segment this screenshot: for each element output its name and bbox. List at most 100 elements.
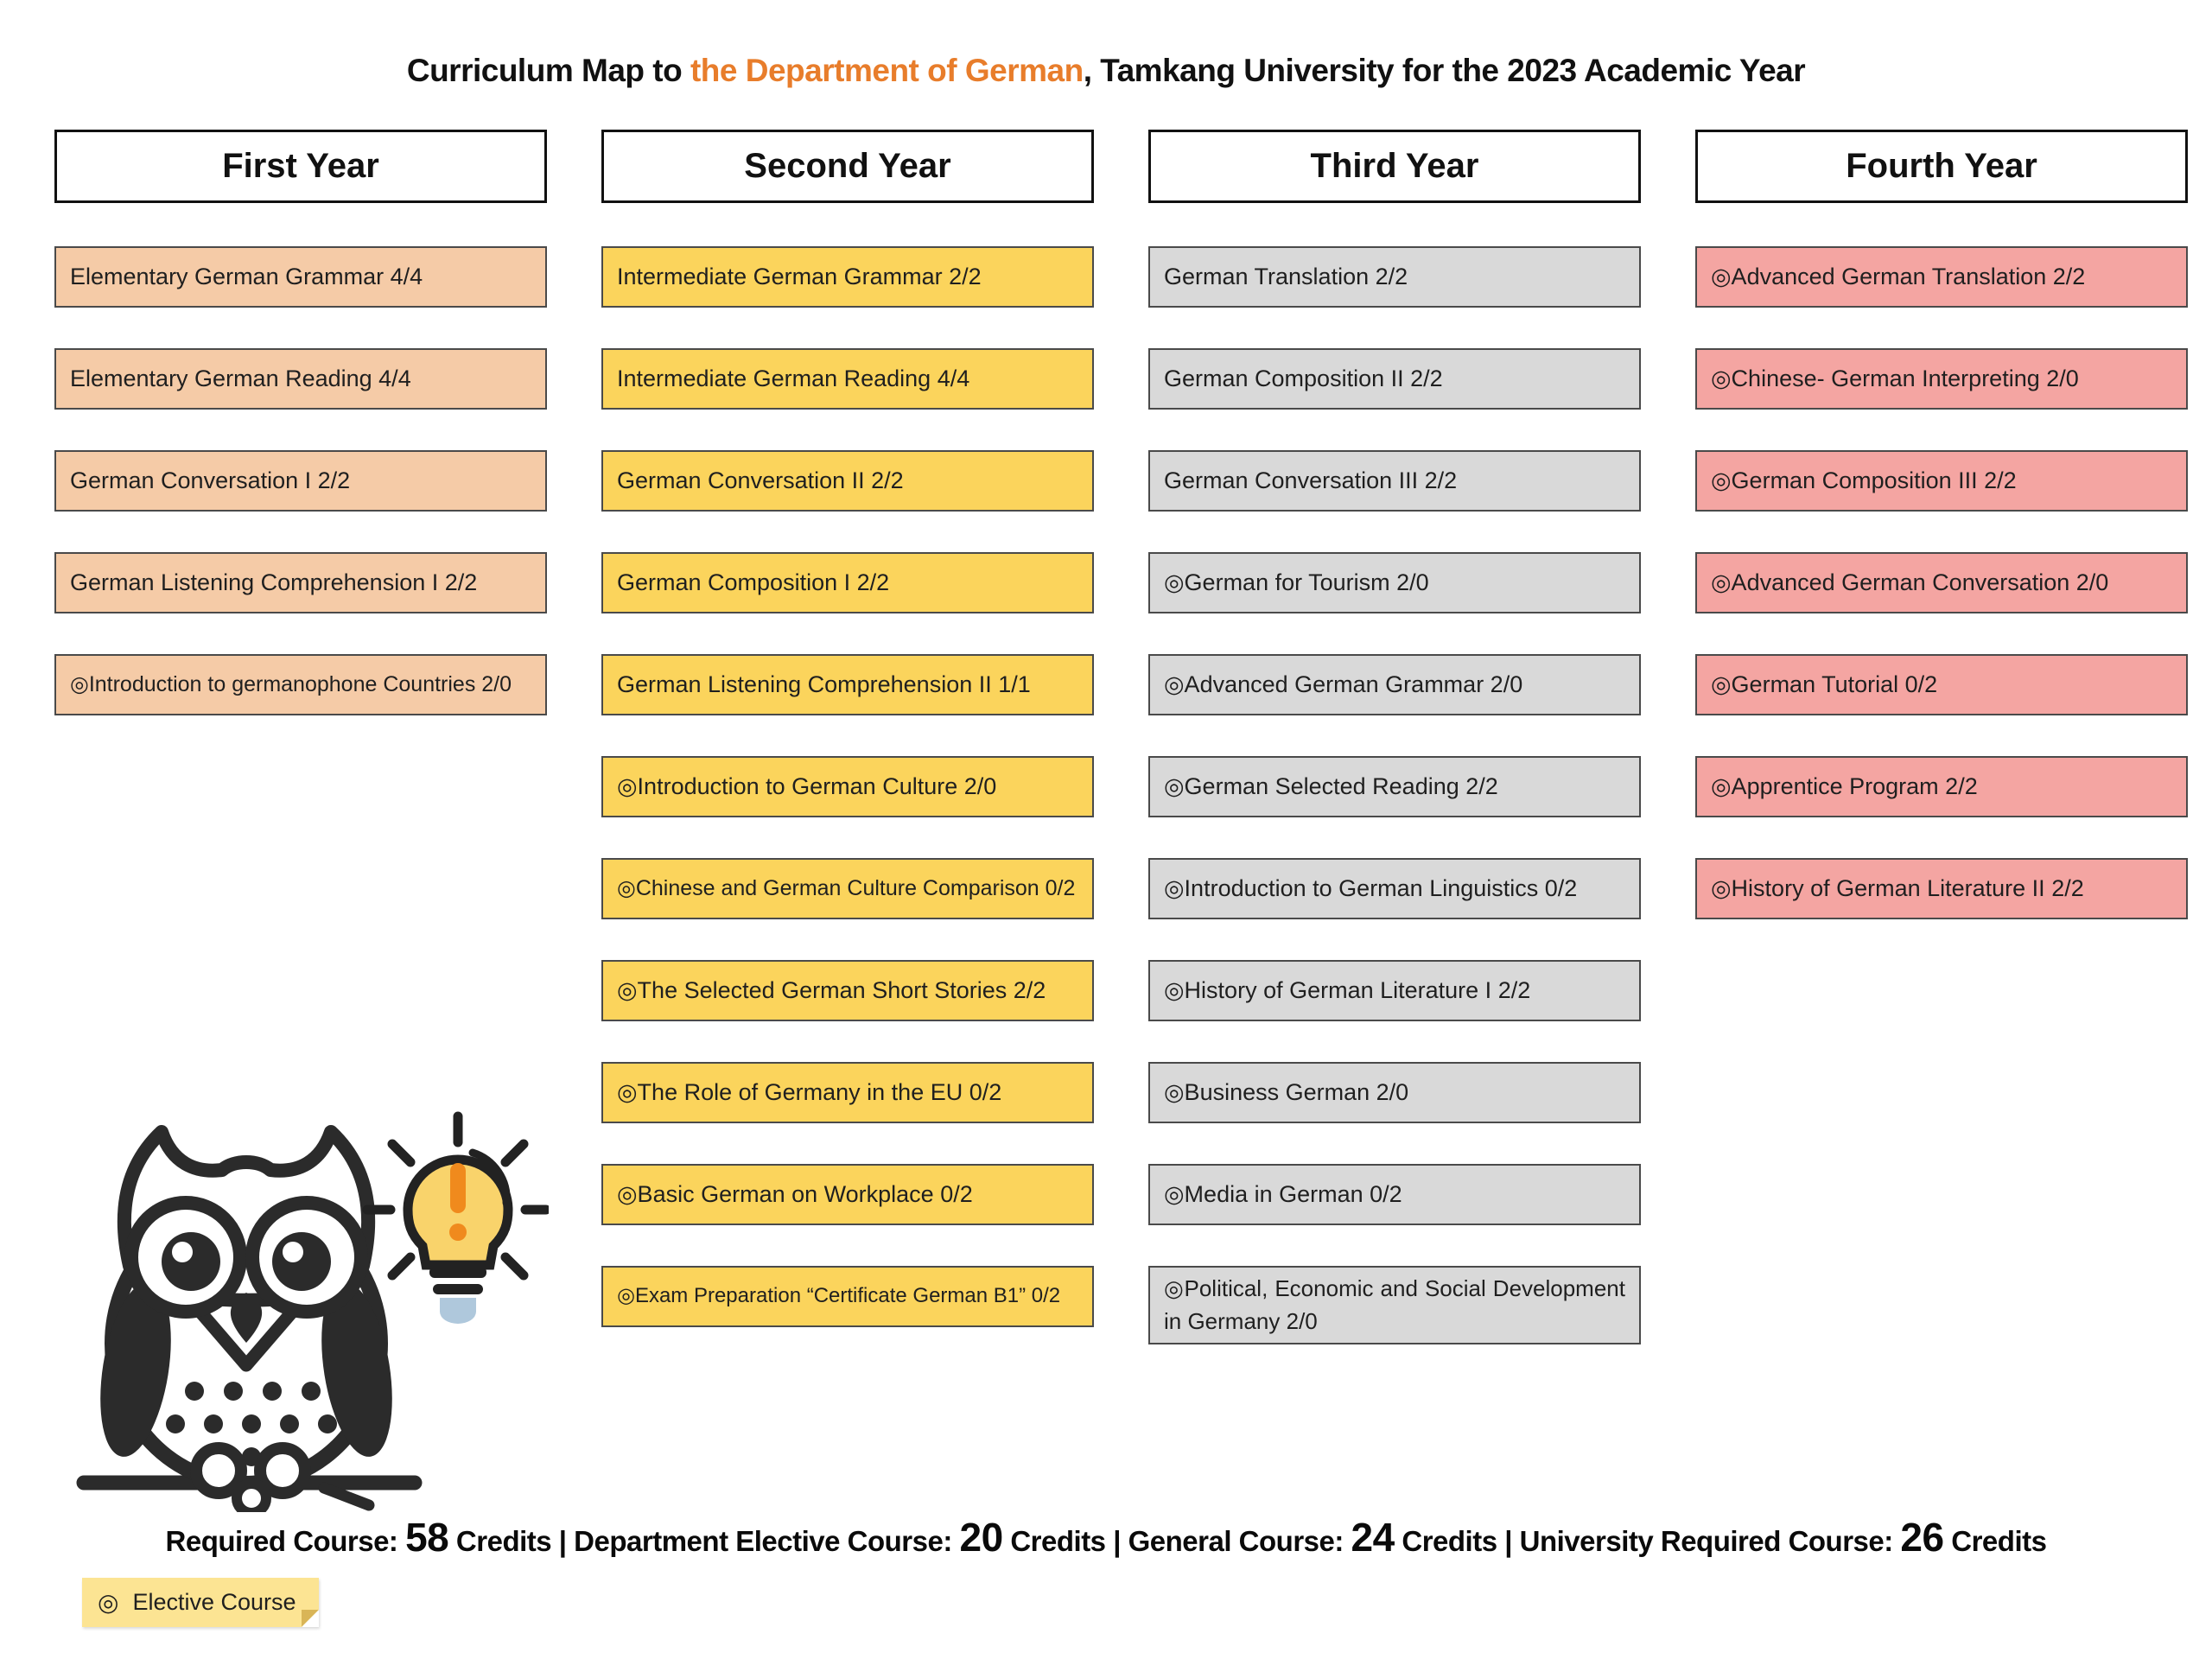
course-label: Elementary German Grammar 4/4 <box>70 263 423 289</box>
column-first-year: First Year Elementary German Grammar 4/4… <box>54 130 547 1344</box>
credit-text: Credits | General Course: <box>1002 1525 1351 1557</box>
course-label: ◎German for Tourism 2/0 <box>1164 569 1429 595</box>
course-label: German Composition I 2/2 <box>617 569 890 595</box>
course-box: German Translation 2/2 <box>1148 246 1641 308</box>
course-box: ◎Advanced German Translation 2/2 <box>1695 246 2188 308</box>
course-box: ◎Introduction to German Culture 2/0 <box>601 756 1094 817</box>
title-prefix: Curriculum Map to <box>406 52 690 88</box>
title-highlight: the Department of German <box>690 52 1084 88</box>
course-label: German Conversation III 2/2 <box>1164 467 1458 493</box>
course-box: ◎Political, Economic and Social Developm… <box>1148 1266 1641 1345</box>
course-label: ◎Chinese- German Interpreting 2/0 <box>1711 365 2079 391</box>
course-box: ◎Basic German on Workplace 0/2 <box>601 1164 1094 1225</box>
course-box: ◎The Role of Germany in the EU 0/2 <box>601 1062 1094 1123</box>
course-box: ◎History of German Literature II 2/2 <box>1695 858 2188 919</box>
course-box: ◎Apprentice Program 2/2 <box>1695 756 2188 817</box>
elective-legend-label: Elective Course <box>132 1589 296 1615</box>
lightbulb-icon <box>362 1111 549 1324</box>
course-list: ◎Advanced German Translation 2/2 ◎Chinese… <box>1695 246 2188 919</box>
course-label: ◎History of German Literature I 2/2 <box>1164 976 1531 1003</box>
course-label: ◎German Composition III 2/2 <box>1711 467 2017 493</box>
course-box: German Composition I 2/2 <box>601 552 1094 613</box>
credit-text: Credits | University Required Course: <box>1394 1525 1901 1557</box>
course-label: Intermediate German Grammar 2/2 <box>617 263 982 289</box>
course-label: German Conversation I 2/2 <box>70 467 351 493</box>
credit-count: 24 <box>1351 1515 1395 1560</box>
year-columns: First Year Elementary German Grammar 4/4… <box>54 130 2188 1345</box>
course-list: German Translation 2/2 German Composition… <box>1148 246 1641 1345</box>
course-label: ◎Basic German on Workplace 0/2 <box>617 1180 973 1207</box>
page-title: Curriculum Map to the Department of Germ… <box>0 53 2212 89</box>
course-box: German Listening Comprehension I 2/2 <box>54 552 547 613</box>
course-box: ◎Advanced German Conversation 2/0 <box>1695 552 2188 613</box>
course-box: German Conversation III 2/2 <box>1148 450 1641 512</box>
course-label: ◎Business German 2/0 <box>1164 1078 1409 1105</box>
credit-summary: Required Course: 58 Credits | Department… <box>0 1514 2212 1560</box>
course-box: ◎German Selected Reading 2/2 <box>1148 756 1641 817</box>
course-label: German Listening Comprehension I 2/2 <box>70 569 478 595</box>
course-box: German Composition II 2/2 <box>1148 348 1641 410</box>
credit-text: Required Course: <box>165 1525 406 1557</box>
course-list: Elementary German Grammar 4/4 Elementary … <box>54 246 547 715</box>
course-box: ◎Chinese- German Interpreting 2/0 <box>1695 348 2188 410</box>
year-column-header: First Year <box>54 130 547 203</box>
year-column-header: Second Year <box>601 130 1094 203</box>
course-label: ◎History of German Literature II 2/2 <box>1711 874 2084 901</box>
course-label: Elementary German Reading 4/4 <box>70 365 411 391</box>
course-box: German Conversation I 2/2 <box>54 450 547 512</box>
year-column-title: Second Year <box>744 147 951 185</box>
year-column-header: Third Year <box>1148 130 1641 203</box>
course-box: ◎German Tutorial 0/2 <box>1695 654 2188 715</box>
course-box: Elementary German Grammar 4/4 <box>54 246 547 308</box>
course-box: German Listening Comprehension II 1/1 <box>601 654 1094 715</box>
year-column-title: Third Year <box>1310 147 1479 185</box>
credit-count: 26 <box>1900 1515 1944 1560</box>
year-column-title: Fourth Year <box>1846 147 2037 185</box>
course-box: ◎German Composition III 2/2 <box>1695 450 2188 512</box>
course-label: ◎Advanced German Translation 2/2 <box>1711 263 2086 289</box>
course-label: ◎Exam Preparation “Certificate German B1… <box>617 1284 1061 1308</box>
course-box: ◎Introduction to German Linguistics 0/2 <box>1148 858 1641 919</box>
course-box: ◎Media in German 0/2 <box>1148 1164 1641 1225</box>
elective-course-legend: ◎ Elective Course <box>82 1578 319 1627</box>
course-box: ◎Introduction to germanophone Countries … <box>54 654 547 715</box>
credit-text: Credits <box>1943 1525 2047 1557</box>
course-label: German Listening Comprehension II 1/1 <box>617 671 1031 697</box>
course-label: ◎Chinese and German Culture Comparison 0… <box>617 876 1076 901</box>
course-label: ◎Introduction to germanophone Countries … <box>70 672 512 697</box>
course-label: Intermediate German Reading 4/4 <box>617 365 970 391</box>
course-box: ◎Chinese and German Culture Comparison 0… <box>601 858 1094 919</box>
course-label: ◎German Selected Reading 2/2 <box>1164 772 1498 799</box>
course-list: Intermediate German Grammar 2/2 Intermedi… <box>601 246 1094 1327</box>
column-third-year: Third Year German Translation 2/2 German … <box>1148 130 1641 1345</box>
credit-count: 58 <box>405 1515 449 1560</box>
course-box: Intermediate German Grammar 2/2 <box>601 246 1094 308</box>
course-label: ◎Advanced German Conversation 2/0 <box>1711 569 2109 595</box>
column-second-year: Second Year Intermediate German Grammar … <box>601 130 1094 1344</box>
course-box: ◎German for Tourism 2/0 <box>1148 552 1641 613</box>
credit-text: Credits | Department Elective Course: <box>448 1525 960 1557</box>
credit-count: 20 <box>959 1515 1004 1560</box>
course-label: German Conversation II 2/2 <box>617 467 904 493</box>
course-label: German Composition II 2/2 <box>1164 365 1443 391</box>
owl-and-lightbulb-illustration <box>76 1111 549 1512</box>
course-label: ◎The Role of Germany in the EU 0/2 <box>617 1078 1002 1105</box>
title-suffix: , Tamkang University for the 2023 Academ… <box>1083 52 1806 88</box>
course-label: ◎Introduction to German Culture 2/0 <box>617 772 997 799</box>
course-label: ◎Apprentice Program 2/2 <box>1711 772 1978 799</box>
course-box: Intermediate German Reading 4/4 <box>601 348 1094 410</box>
year-column-title: First Year <box>222 147 379 185</box>
year-column-header: Fourth Year <box>1695 130 2188 203</box>
course-box: ◎Exam Preparation “Certificate German B1… <box>601 1266 1094 1327</box>
course-label: German Translation 2/2 <box>1164 263 1408 289</box>
course-label: ◎Advanced German Grammar 2/0 <box>1164 671 1523 697</box>
course-label: ◎Media in German 0/2 <box>1164 1180 1402 1207</box>
course-box: ◎Advanced German Grammar 2/0 <box>1148 654 1641 715</box>
course-label: ◎Political, Economic and Social Developm… <box>1164 1275 1625 1334</box>
course-box: Elementary German Reading 4/4 <box>54 348 547 410</box>
owl-icon <box>76 1125 423 1512</box>
course-label: ◎The Selected German Short Stories 2/2 <box>617 976 1046 1003</box>
column-fourth-year: Fourth Year ◎Advanced German Translation… <box>1695 130 2188 1344</box>
course-box: ◎History of German Literature I 2/2 <box>1148 960 1641 1021</box>
